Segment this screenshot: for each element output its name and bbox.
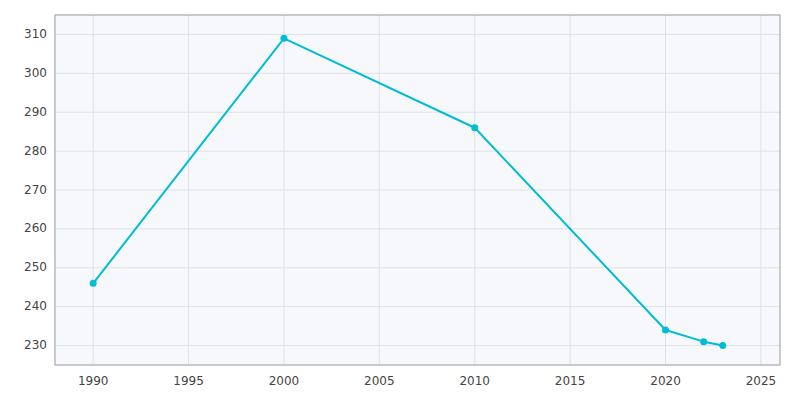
- y-tick-label: 230: [24, 338, 47, 352]
- point: [471, 124, 478, 131]
- x-tick-label: 2015: [555, 374, 586, 388]
- tick-labels: 230 240 250 260 270 280 290 300 310 1990 1995 2000 2…: [24, 27, 776, 388]
- grid-line: [760, 15, 761, 365]
- grid-line: [55, 190, 780, 191]
- grid-line: [55, 345, 780, 346]
- point: [280, 35, 287, 42]
- point: [719, 342, 726, 349]
- point: [700, 338, 707, 345]
- grid-line: [55, 306, 780, 307]
- x-tick-label: 2020: [650, 374, 681, 388]
- y-tick-label: 260: [24, 221, 47, 235]
- grid-line: [665, 15, 666, 365]
- point: [90, 280, 97, 287]
- x-tick-label: 2025: [746, 374, 777, 388]
- y-tick-label: 240: [24, 299, 47, 313]
- y-tick-label: 250: [24, 260, 47, 274]
- grid-line: [188, 15, 189, 365]
- grid-line: [474, 15, 475, 365]
- grid-line: [55, 151, 780, 152]
- grid-line: [55, 112, 780, 113]
- y-tick-label: 270: [24, 183, 47, 197]
- grid-line: [55, 228, 780, 229]
- chart-container: 230 240 250 260 270 280 290 300 310 1990 1995 2000 2…: [0, 0, 800, 400]
- y-tick-label: 310: [24, 27, 47, 41]
- plot-frame: [55, 15, 780, 365]
- line: [93, 38, 723, 345]
- y-tick-label: 280: [24, 144, 47, 158]
- grid-line: [570, 15, 571, 365]
- point: [662, 327, 669, 334]
- grid-line: [55, 267, 780, 268]
- chart: 230 240 250 260 270 280 290 300 310 1990 1995 2000 2…: [0, 0, 800, 400]
- x-tick-label: 2000: [269, 374, 300, 388]
- grid-line: [55, 73, 780, 74]
- y-tick-label: 300: [24, 66, 47, 80]
- grid-line: [379, 15, 380, 365]
- grid-line: [283, 15, 284, 365]
- x-tick-label: 2005: [364, 374, 395, 388]
- grid-line: [55, 34, 780, 35]
- x-tick-label: 1990: [78, 374, 109, 388]
- grid-line: [93, 15, 94, 365]
- plot-background: [55, 15, 780, 365]
- grid: [55, 15, 780, 365]
- y-tick-label: 290: [24, 105, 47, 119]
- series: [90, 35, 727, 349]
- x-tick-label: 1995: [173, 374, 204, 388]
- x-tick-label: 2010: [459, 374, 490, 388]
